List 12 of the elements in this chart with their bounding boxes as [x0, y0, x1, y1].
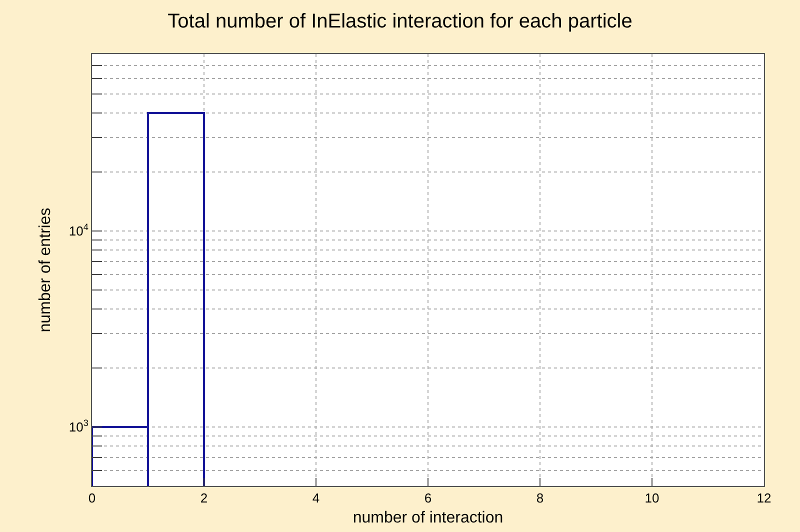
- x-tick-label: 6: [424, 490, 432, 506]
- x-tick-label: 2: [200, 490, 208, 506]
- x-tick-label: 4: [312, 490, 320, 506]
- y-axis-title: number of entries: [37, 208, 54, 332]
- chart-title: Total number of InElastic interaction for each particle: [168, 10, 632, 32]
- y-tick-label: 10$^{3}$: [68, 418, 88, 435]
- x-axis-title: number of interaction: [352, 509, 504, 526]
- x-tick-label: 0: [88, 490, 96, 506]
- y-tick-label: 10$^{4}$: [68, 222, 88, 239]
- x-tick-label: 10: [644, 490, 660, 506]
- x-tick-label: 8: [536, 490, 544, 506]
- x-tick-label: 12: [756, 490, 772, 506]
